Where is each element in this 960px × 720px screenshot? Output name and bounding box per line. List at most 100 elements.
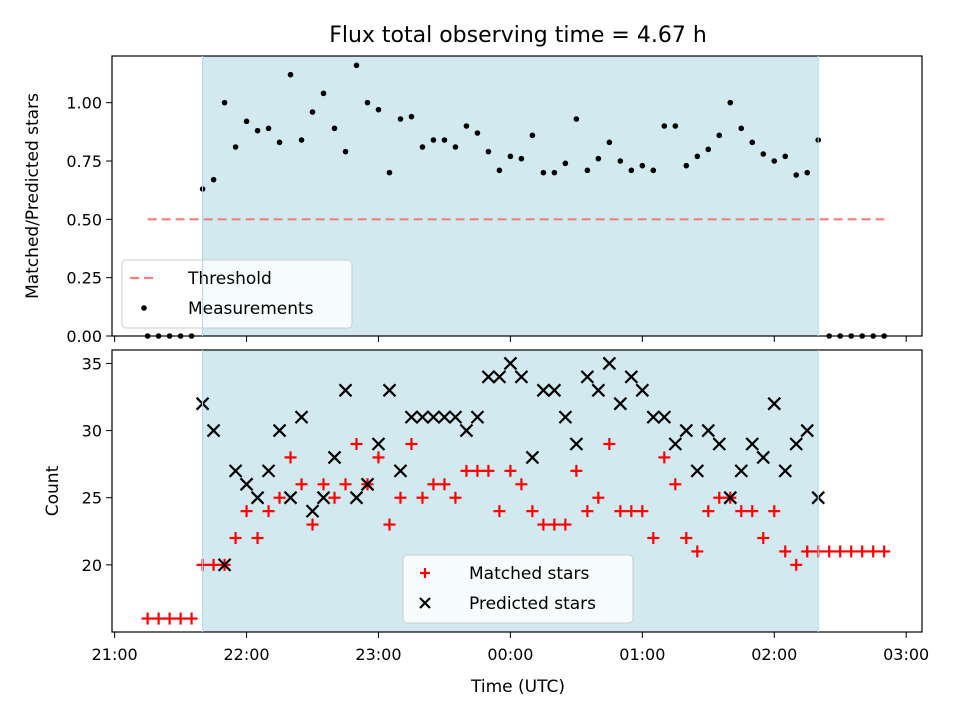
predicted-star-point (294, 410, 309, 424)
x-tick-label: 21:00 (92, 645, 138, 664)
legend-label: Threshold (187, 269, 272, 289)
y-tick-label: 25 (82, 489, 102, 508)
measurement-point (452, 144, 459, 150)
measurement-point (639, 162, 646, 169)
measurement-point (782, 153, 789, 160)
matched-star-point (702, 505, 715, 518)
measurement-point (529, 132, 536, 139)
predicted-star-point (360, 477, 375, 492)
measurement-point (430, 137, 437, 143)
measurement-point (705, 146, 712, 153)
y-tick-label: 0.75 (66, 152, 102, 171)
matched-star-point (823, 545, 836, 558)
predicted-star-point (602, 356, 617, 371)
matched-star-point (592, 491, 605, 504)
legend-predicted-swatch (419, 597, 431, 609)
measurement-point (298, 137, 305, 143)
predicted-star-point (448, 410, 463, 424)
predicted-star-point (382, 383, 397, 398)
measurement-point (584, 167, 591, 174)
matched-star-point (306, 518, 319, 531)
matched-star-point (229, 532, 242, 544)
matched-star-point (713, 491, 726, 504)
matched-star-point (603, 438, 616, 450)
matched-star-point (152, 612, 165, 625)
matched-star-point (328, 491, 341, 504)
count-panel: 20 25 30 35 21:00 22:00 23:00 00:00 01:00 02:00 0… (43, 349, 929, 697)
measurement-point (661, 123, 668, 129)
measurement-point (738, 125, 745, 132)
predicted-star-point (349, 490, 364, 505)
predicted-star-point (426, 410, 441, 424)
measurement-point (793, 172, 800, 178)
measurement-point (221, 99, 228, 106)
predicted-star-point (514, 370, 529, 384)
measurement-point (606, 139, 613, 146)
predicted-star-point (316, 490, 331, 505)
predicted-star-point (635, 383, 650, 398)
predicted-star-point (657, 410, 672, 424)
predicted-star-point (415, 410, 430, 424)
measurement-point (309, 109, 316, 115)
matched-star-point (262, 505, 275, 518)
matched-star-point (471, 464, 484, 477)
legend-label: Matched stars (469, 564, 589, 584)
matched-star-point (801, 545, 814, 558)
matched-star-point (845, 545, 858, 558)
matched-star-point (482, 464, 495, 477)
y-tick-label: 0.00 (66, 327, 102, 346)
y-tick-label: 0.25 (66, 269, 102, 288)
matched-star-point (427, 478, 440, 491)
matched-star-point (658, 451, 671, 464)
matched-star-point (515, 478, 528, 491)
matched-star-point (240, 505, 253, 518)
measurement-point (485, 148, 492, 155)
measurement-point (397, 116, 404, 122)
measurement-point (331, 125, 338, 132)
bottom-axes-frame (111, 349, 923, 633)
predicted-star-point (745, 437, 760, 451)
predicted-star-point (789, 437, 804, 451)
measurement-point (232, 144, 239, 150)
measurement-point (672, 123, 679, 129)
measurement-point (243, 118, 250, 125)
predicted-star-point (338, 383, 353, 398)
matched-star-point (273, 491, 286, 504)
matched-star-point (548, 518, 561, 531)
predicted-star-point (437, 410, 452, 424)
matched-star-point (460, 464, 473, 477)
y-axis-label-count: Count (43, 465, 63, 516)
matched-star-point (383, 518, 396, 531)
measurement-point (419, 144, 426, 150)
measurement-point (210, 176, 217, 183)
measurement-point (254, 127, 261, 134)
y-tick-label: 20 (82, 556, 102, 575)
measurement-point (683, 162, 690, 169)
predicted-star-point (481, 370, 496, 384)
predicted-star-point (393, 464, 408, 478)
measurement-point (507, 153, 514, 160)
measurement-point (287, 71, 294, 78)
predicted-star-point (470, 410, 485, 424)
predicted-star-point (712, 437, 727, 451)
matched-star-point (251, 532, 264, 544)
matched-star-point (581, 505, 594, 518)
matched-star-point (372, 451, 385, 464)
matched-star-point (350, 438, 363, 450)
predicted-star-point (613, 396, 628, 411)
x-tick-label: 22:00 (224, 645, 270, 664)
predicted-star-point (492, 370, 507, 384)
measurement-point (386, 169, 393, 176)
measurement-point (463, 123, 470, 129)
measurement-point (804, 169, 811, 176)
predicted-star-point (503, 356, 518, 371)
matched-star-point (295, 478, 308, 491)
predicted-star-point (734, 464, 749, 478)
matched-star-point (405, 438, 418, 450)
matched-star-point (493, 505, 506, 518)
ratio-panel: Flux total observing time = 4.67 h 0.00 0… (23, 23, 923, 346)
predicted-star-point (525, 450, 540, 465)
predicted-star-point (239, 477, 254, 492)
matched-star-point (174, 612, 187, 625)
